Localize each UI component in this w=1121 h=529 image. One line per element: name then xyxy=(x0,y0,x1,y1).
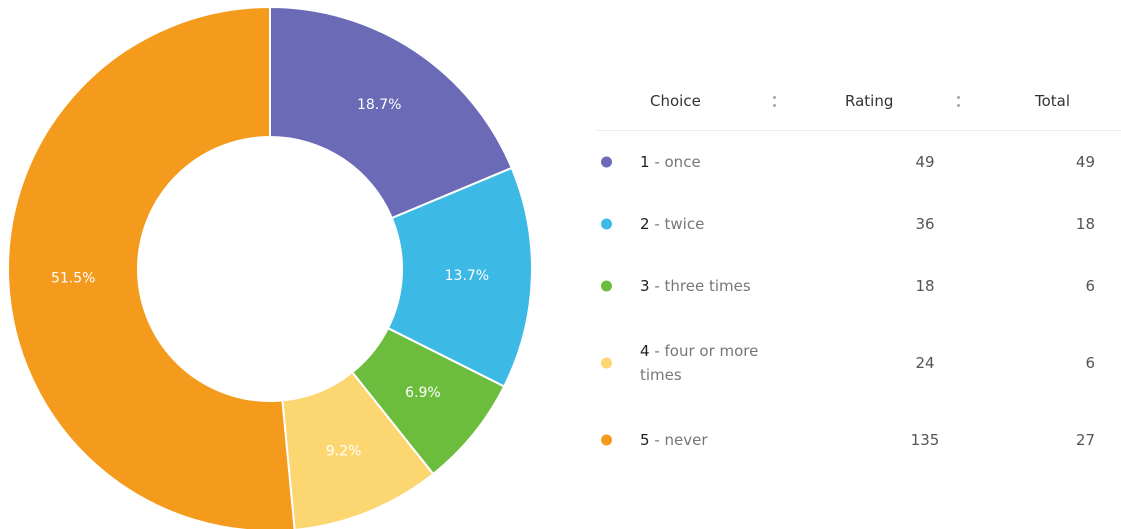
total-cell: 6 xyxy=(1085,354,1095,372)
choice-text: - once xyxy=(654,153,701,171)
slice-label: 18.7% xyxy=(357,97,401,113)
sort-icon[interactable] xyxy=(773,96,777,112)
choice-number: 3 xyxy=(640,277,650,295)
color-dot xyxy=(601,156,612,168)
donut-chart: 18.7% 13.7% 6.9% 9.2% 51.5% xyxy=(7,5,533,529)
color-dot xyxy=(601,218,612,230)
total-cell: 6 xyxy=(1085,277,1095,295)
choice-label: 1 - once xyxy=(640,150,800,174)
rating-cell: 36 xyxy=(915,215,935,233)
color-dot xyxy=(601,434,612,446)
choice-label: 4 - four or more times xyxy=(640,339,800,387)
choice-number: 4 xyxy=(640,342,650,360)
rating-cell: 49 xyxy=(915,153,935,171)
donut-slice xyxy=(386,166,533,388)
column-header[interactable]: Choice xyxy=(650,92,701,110)
choice-number: 5 xyxy=(640,431,650,449)
choice-text: - never xyxy=(654,431,708,449)
donut-slice xyxy=(7,5,296,529)
table-header: Choice Rating Total xyxy=(595,80,1121,131)
donut-slice xyxy=(281,370,435,529)
rating-cell: 24 xyxy=(915,354,935,372)
rating-cell: 135 xyxy=(910,431,940,449)
choice-text: - twice xyxy=(654,215,705,233)
color-dot xyxy=(601,280,612,292)
table-row: 4 - four or more times 24 6 xyxy=(595,317,1121,409)
slice-label: 13.7% xyxy=(445,268,489,284)
color-dot xyxy=(601,357,612,369)
total-cell: 49 xyxy=(1075,153,1095,171)
choice-label: 2 - twice xyxy=(640,212,800,236)
choice-text: - three times xyxy=(654,277,751,295)
choice-number: 2 xyxy=(640,215,650,233)
table-body: 1 - once 49 49 2 - twice 36 18 3 - three times… xyxy=(595,131,1121,471)
table-row: 1 - once 49 49 xyxy=(595,131,1121,193)
choice-number: 1 xyxy=(640,153,650,171)
donut-slice xyxy=(269,5,514,220)
choice-table: Choice Rating Total 1 - once 49 49 2 - twic… xyxy=(595,80,1121,471)
slice-label: 51.5% xyxy=(51,270,95,286)
choice-label: 3 - three times xyxy=(640,274,800,298)
slice-label: 9.2% xyxy=(326,444,362,460)
choice-label: 5 - never xyxy=(640,428,800,452)
rating-cell: 18 xyxy=(915,277,935,295)
table-row: 2 - twice 36 18 xyxy=(595,193,1121,255)
column-header[interactable]: Total xyxy=(1035,92,1071,110)
slice-label: 6.9% xyxy=(405,385,441,401)
choice-text: - four or more times xyxy=(640,342,759,384)
total-cell: 18 xyxy=(1075,215,1095,233)
table-row: 5 - never 135 27 xyxy=(595,409,1121,471)
table-row: 3 - three times 18 6 xyxy=(595,255,1121,317)
column-header[interactable]: Rating xyxy=(845,92,894,110)
total-cell: 27 xyxy=(1075,431,1095,449)
sort-icon[interactable] xyxy=(957,96,961,112)
